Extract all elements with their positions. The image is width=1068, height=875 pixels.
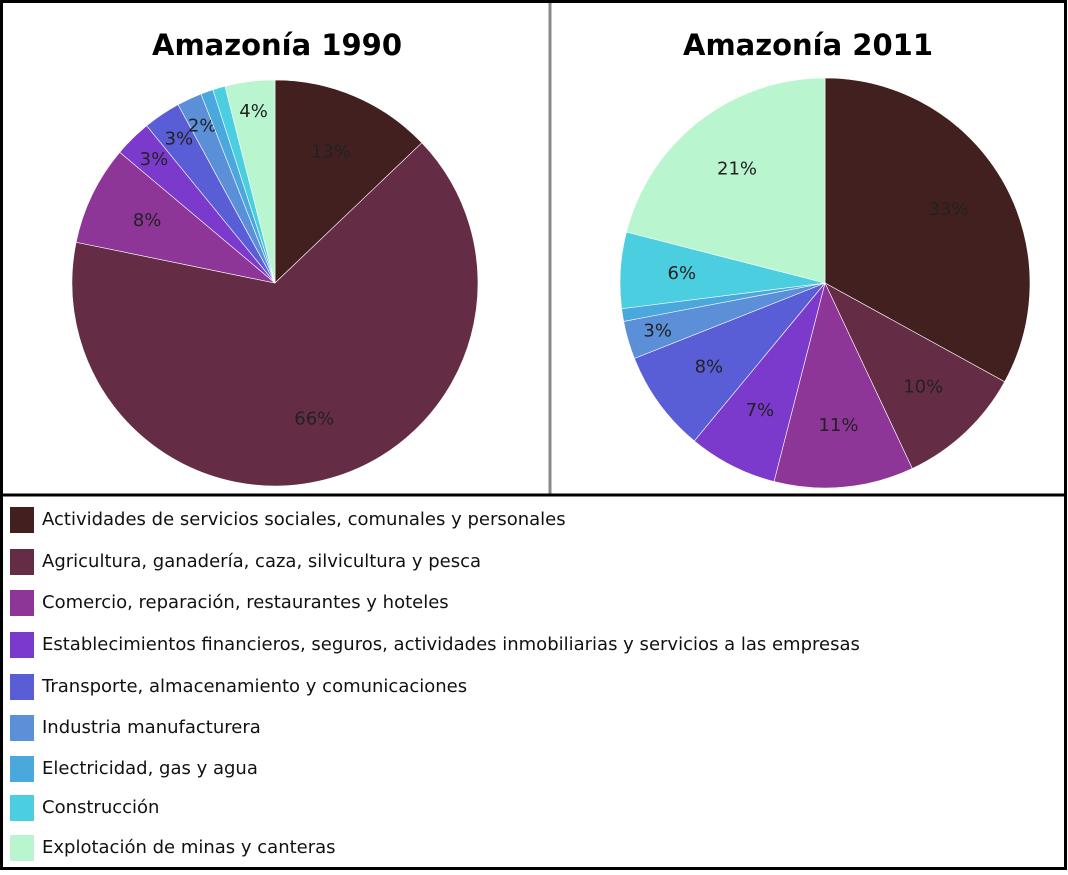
data-label: 8% xyxy=(133,210,162,231)
data-label: 3% xyxy=(165,129,194,150)
data-label: 4% xyxy=(239,101,268,122)
pie-slice xyxy=(626,77,826,284)
legend-swatch xyxy=(10,674,34,700)
legend-label: Transporte, almacenamiento y comunicacio… xyxy=(41,676,467,697)
legend-label: Actividades de servicios sociales, comun… xyxy=(42,509,566,530)
data-label: 7% xyxy=(746,400,775,421)
pie-slice xyxy=(71,142,479,487)
data-label: 6% xyxy=(668,263,697,284)
legend-label: Construcción xyxy=(42,797,159,818)
legend-swatch xyxy=(10,835,34,861)
chart-title: Amazonía 1990 xyxy=(152,28,402,62)
legend-label: Electricidad, gas y agua xyxy=(42,758,258,779)
pie-slice xyxy=(224,79,276,284)
data-label: 3% xyxy=(140,149,169,170)
data-label: 33% xyxy=(929,199,969,220)
legend-label: Comercio, reparación, restaurantes y hot… xyxy=(42,592,449,613)
legend-swatch xyxy=(10,756,34,782)
data-label: 2% xyxy=(188,116,217,137)
legend-label: Explotación de minas y canteras xyxy=(42,837,336,858)
pie-slice xyxy=(274,79,423,284)
legend-label: Agricultura, ganadería, caza, silvicultu… xyxy=(42,551,481,572)
pie-slice xyxy=(824,282,1006,469)
legend-swatch xyxy=(10,632,34,658)
data-label: 21% xyxy=(717,159,757,180)
data-label: 11% xyxy=(818,415,858,436)
legend-swatch xyxy=(10,795,34,821)
pie-slice xyxy=(75,151,276,284)
pie-slice xyxy=(773,282,913,489)
legend-label: Industria manufacturera xyxy=(42,717,261,738)
data-label: 13% xyxy=(311,141,351,162)
legend-label: Establecimientos financieros, seguros, a… xyxy=(42,634,860,655)
data-label: 8% xyxy=(695,356,724,377)
data-label: 66% xyxy=(294,409,334,430)
legend-swatch xyxy=(10,549,34,575)
chart-title: Amazonía 2011 xyxy=(683,28,933,62)
pie-slice xyxy=(824,77,1031,383)
data-label: 3% xyxy=(643,321,672,342)
pie-slice xyxy=(634,282,826,442)
data-label: 10% xyxy=(903,377,943,398)
legend-swatch xyxy=(10,590,34,616)
legend-swatch xyxy=(10,507,34,533)
legend-swatch xyxy=(10,715,34,741)
